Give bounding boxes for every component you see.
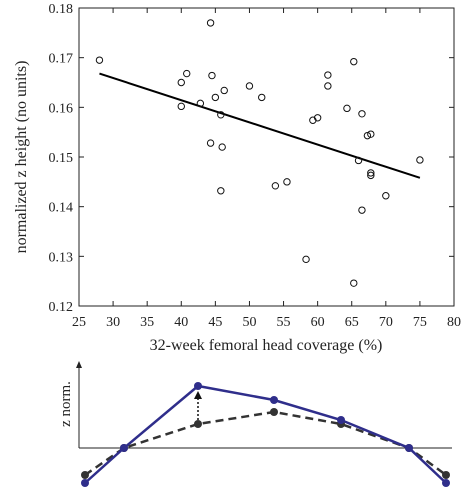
- x-tick-label: 35: [140, 315, 154, 330]
- data-point: [367, 130, 375, 138]
- data-point: [283, 178, 291, 186]
- data-point: [206, 19, 215, 27]
- data-point: [343, 104, 351, 113]
- y-axis-ticks: 0.12 0.13 0.14 0.15 0.16 0.17 0.18: [49, 2, 454, 315]
- x-tick-label: 45: [208, 315, 222, 330]
- fit-line-layer: [99, 72, 421, 179]
- solid-series-point: [337, 416, 345, 424]
- data-point: [302, 255, 310, 264]
- dashed-series-line: [84, 410, 447, 477]
- x-tick-label: 50: [242, 315, 256, 330]
- data-point: [211, 93, 220, 102]
- x-tick-label: 40: [174, 315, 188, 330]
- data-point: [206, 139, 215, 147]
- data-point: [350, 279, 358, 287]
- data-point: [220, 86, 228, 95]
- schematic-y-axis-arrowhead: [76, 361, 82, 368]
- x-tick-label: 30: [106, 315, 120, 330]
- regression-line: [99, 72, 421, 179]
- y-tick-label: 0.16: [49, 101, 74, 116]
- solid-series-point: [270, 396, 278, 404]
- difference-arrow: [194, 391, 202, 420]
- data-point: [208, 71, 216, 80]
- data-point: [354, 156, 363, 165]
- schematic-y-label: z norm.: [58, 381, 74, 427]
- y-tick-label: 0.14: [49, 201, 74, 216]
- x-axis-label: 32-week femoral head coverage (%): [150, 337, 383, 354]
- x-tick-label: 70: [379, 315, 393, 330]
- data-point: [217, 187, 225, 195]
- data-point: [258, 93, 266, 102]
- x-axis-ticks: 25 30 35 40 45 50 55 60 65 70 75 80: [72, 8, 461, 330]
- solid-series-point: [442, 479, 450, 487]
- dashed-series-point: [81, 471, 89, 479]
- schematic-chart: z norm.: [58, 361, 452, 487]
- solid-series-point: [120, 444, 128, 452]
- data-point: [313, 114, 322, 122]
- solid-series-line: [84, 384, 447, 484]
- data-point: [95, 56, 104, 64]
- data-point: [177, 78, 185, 87]
- data-point: [183, 69, 191, 78]
- data-point: [196, 99, 205, 108]
- data-point: [382, 192, 390, 200]
- data-point: [416, 156, 424, 164]
- x-tick-label: 80: [447, 315, 461, 330]
- scatter-chart: 25 30 35 40 45 50 55 60 65 70 75 80 0.120.130.140.1…: [13, 2, 461, 354]
- data-points: [95, 19, 424, 287]
- solid-series-point: [405, 444, 413, 452]
- solid-series-point: [81, 479, 89, 487]
- data-point: [218, 143, 226, 151]
- x-tick-label: 25: [72, 315, 86, 330]
- y-tick-label: 0.12: [49, 300, 74, 315]
- data-point: [358, 206, 366, 214]
- solid-series-point: [194, 382, 202, 390]
- dashed-series-point: [442, 471, 450, 479]
- data-point: [245, 82, 254, 90]
- y-tick-label: 0.18: [49, 2, 74, 17]
- data-point: [324, 82, 332, 90]
- data-point: [324, 71, 332, 79]
- data-point: [367, 171, 375, 180]
- dashed-series-point: [270, 408, 278, 416]
- data-point: [177, 102, 185, 111]
- data-point: [363, 131, 372, 140]
- x-tick-label: 65: [345, 315, 359, 330]
- y-tick-label: 0.15: [49, 151, 74, 166]
- y-tick-label: 0.13: [49, 250, 74, 265]
- data-point: [350, 57, 358, 66]
- difference-arrow-head: [194, 391, 202, 399]
- x-tick-label: 60: [311, 315, 325, 330]
- schematic-series: [81, 382, 450, 487]
- data-point: [358, 110, 366, 118]
- y-axis-label: normalized z height (no units): [13, 61, 30, 254]
- dashed-series-point: [194, 420, 202, 428]
- x-tick-label: 55: [277, 315, 291, 330]
- data-point: [271, 182, 280, 190]
- y-tick-label: 0.17: [49, 52, 74, 67]
- plot-frame: [78, 7, 455, 307]
- data-point: [367, 169, 375, 177]
- data-point: [217, 111, 225, 119]
- x-tick-label: 75: [413, 315, 427, 330]
